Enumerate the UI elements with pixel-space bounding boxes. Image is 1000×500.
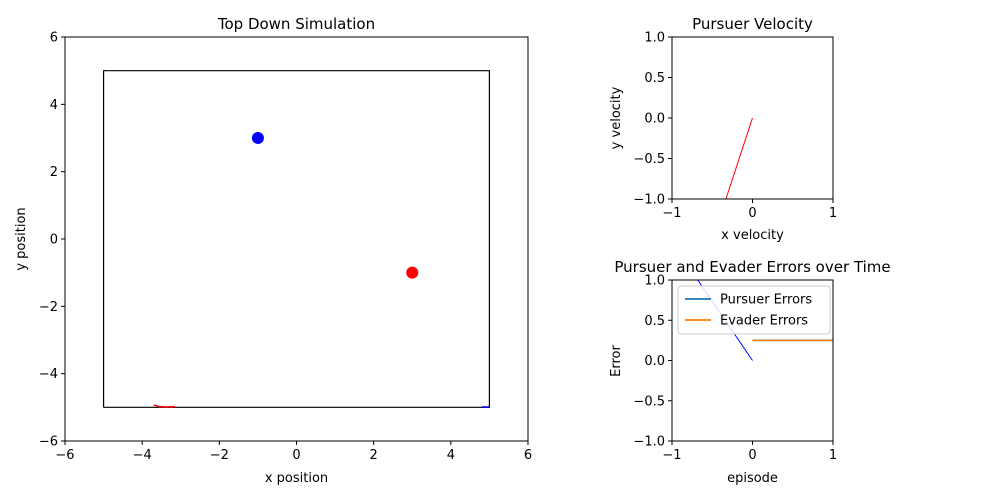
ax1-xtick-label: −1	[662, 206, 681, 221]
arena-boundary	[102, 70, 491, 408]
ax0-ytick-label: 2	[50, 165, 58, 180]
ax1-ytick-label: −1.0	[633, 193, 665, 208]
ax0-ytick-label: 0	[50, 233, 58, 248]
top-down-simulation-axes: Top Down Simulation −6 −4 −2 0 2 4 6 −6 −4 −2 0 2 4…	[14, 15, 532, 486]
ax0-xtick-label: 0	[292, 448, 300, 463]
ax0-xtick-label: −4	[133, 448, 152, 463]
ax0-xtick-label: 4	[447, 448, 455, 463]
ax1-title: Pursuer Velocity	[692, 15, 813, 33]
ax2-y-ticks: −1.0 −0.5 0.0 0.5 1.0	[633, 274, 672, 450]
ax2-legend: Pursuer Errors Evader Errors	[677, 285, 831, 335]
ax0-xtick-label: 6	[524, 448, 532, 463]
ax2-ylabel: Error	[609, 345, 624, 377]
ax1-x-ticks: −1 0 1	[662, 199, 837, 221]
ax1-xtick-label: 1	[829, 206, 837, 221]
legend-entry: Evader Errors	[720, 314, 808, 329]
ax1-plot-area	[725, 117, 753, 200]
ax0-x-ticks: −6 −4 −2 0 2 4 6	[55, 441, 532, 463]
ax2-xtick-label: 0	[748, 448, 756, 463]
ax2-ytick-label: −1.0	[633, 435, 665, 450]
ax0-xtick-label: 2	[370, 448, 378, 463]
ax1-ytick-label: 1.0	[644, 31, 665, 46]
ax1-xlabel: x velocity	[721, 228, 784, 243]
pursuer-velocity-axes: Pursuer Velocity −1 0 1 −1.0−0.50.00.51.0 …	[609, 15, 837, 243]
ax2-xtick-label: 1	[829, 448, 837, 463]
ax0-y-ticks: −6 −4 −2 0 2 4 6	[39, 31, 65, 450]
ax1-xtick-label: 0	[748, 206, 756, 221]
agent-trace	[153, 404, 175, 408]
ax0-xlabel: x position	[265, 471, 328, 486]
ax1-y-ticks: −1.0 −0.5 0.0 0.5 1.0	[633, 31, 672, 208]
ax2-ytick-label: 0.5	[644, 314, 665, 329]
ax0-ytick-label: −4	[39, 367, 58, 382]
ax1-ytick-label: 0.0	[644, 112, 665, 127]
ax0-plot-area	[102, 70, 491, 408]
legend-box	[677, 285, 831, 335]
ax2-xlabel: episode	[727, 471, 778, 486]
agent-point	[251, 132, 264, 144]
ax0-ytick-label: −6	[39, 435, 58, 450]
ax1-ylabel: y velocity	[609, 86, 624, 149]
ax2-xtick-label: −1	[662, 448, 681, 463]
errors-over-time-axes: Pursuer and Evader Errors over Time −1 0 1…	[609, 258, 891, 486]
ax2-ytick-label: 1.0	[644, 274, 665, 289]
ax2-title: Pursuer and Evader Errors over Time	[614, 258, 890, 276]
ax0-xtick-label: −6	[55, 448, 74, 463]
ax0-ytick-label: 4	[50, 98, 58, 113]
agent-point	[406, 266, 419, 279]
ax0-xtick-label: −2	[210, 448, 229, 463]
ax1-ytick-label: −0.5	[633, 152, 665, 167]
ax0-ytick-label: −2	[39, 300, 58, 315]
legend-entry: Pursuer Errors	[720, 293, 812, 308]
velocity-line	[725, 117, 753, 200]
ax2-ytick-label: −0.5	[633, 394, 665, 409]
ax2-ytick-label: 0.0	[644, 354, 665, 369]
ax0-title: Top Down Simulation	[217, 15, 375, 33]
ax0-ylabel: y position	[14, 207, 29, 270]
ax1-ytick-label: 0.5	[644, 71, 665, 86]
ax2-x-ticks: −1 0 1	[662, 441, 837, 463]
ax0-ytick-label: 6	[50, 31, 58, 46]
